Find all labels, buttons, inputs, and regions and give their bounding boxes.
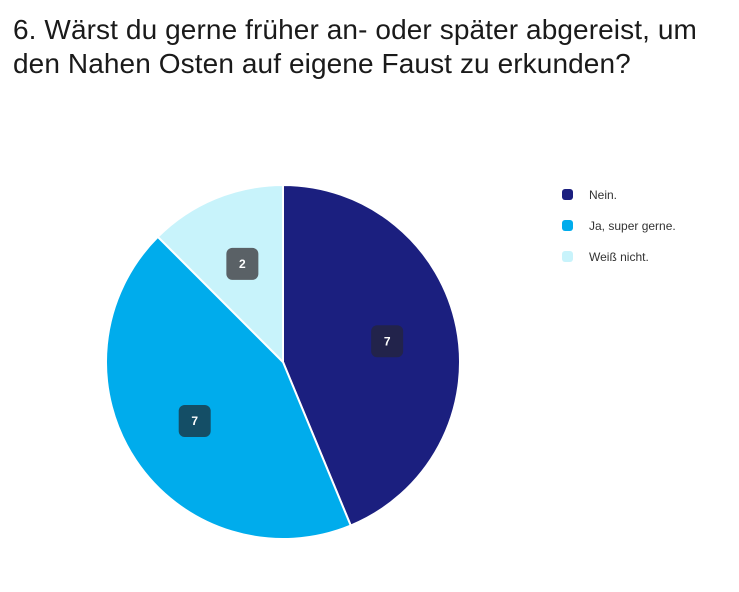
pie-slice [156,183,284,365]
slice-value-label: 7 [178,405,211,438]
pie-slice [282,183,461,527]
svg-text:2: 2 [239,257,246,271]
legend-swatch [562,220,573,231]
legend-item: Ja, super gerne. [562,210,676,241]
legend-label: Ja, super gerne. [589,218,676,233]
legend-label: Weiß nicht. [589,249,649,264]
pie-slice [105,235,353,540]
legend-swatch [562,251,573,262]
slice-value-label: 2 [226,247,259,280]
legend-item: Nein. [562,179,676,210]
svg-text:7: 7 [384,334,391,348]
svg-text:7: 7 [191,414,198,428]
legend-label: Nein. [589,187,618,202]
slice-value-label: 7 [371,325,404,358]
legend-item: Weiß nicht. [562,241,676,272]
legend-swatch [562,189,573,200]
chart-legend: Nein. Ja, super gerne. Weiß nicht. [562,179,676,272]
question-title: 6. Wärst du gerne früher an- oder später… [13,14,697,79]
